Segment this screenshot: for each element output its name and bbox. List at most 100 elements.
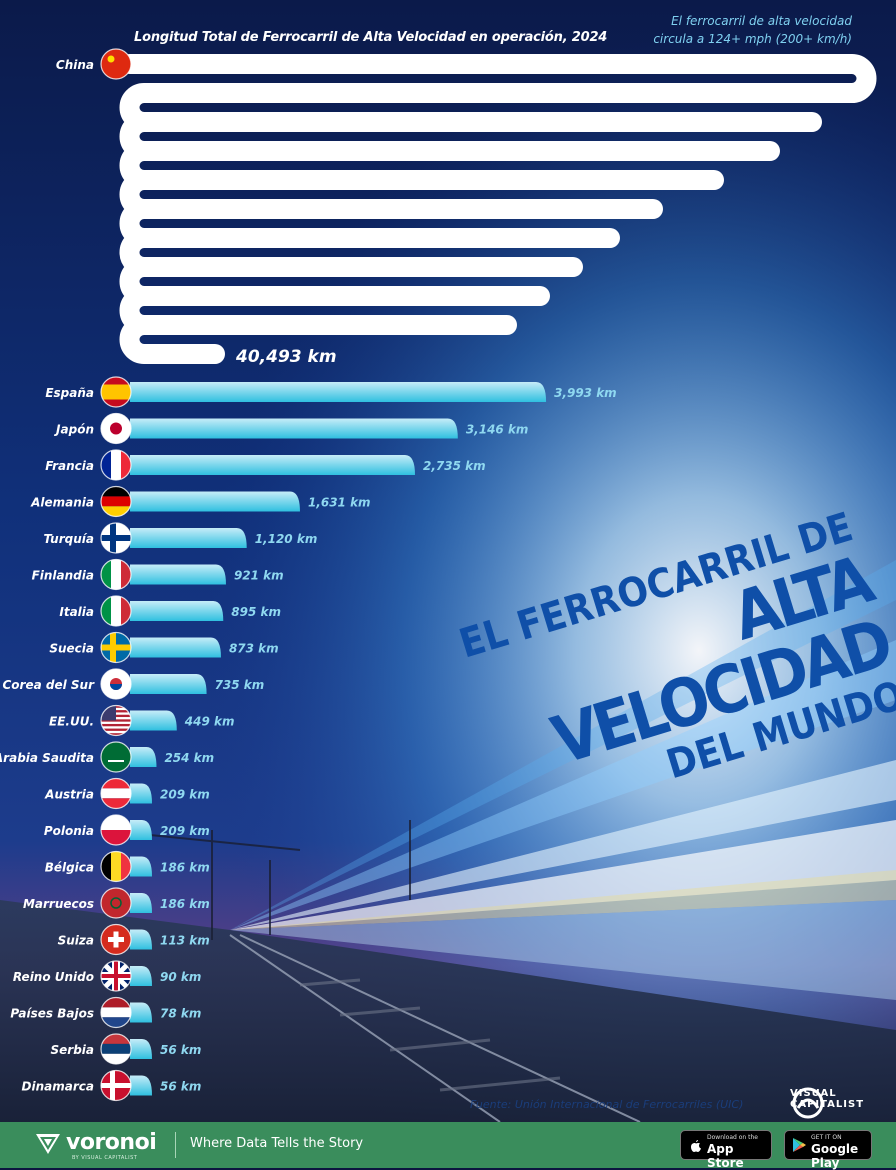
flag-ring-suiza (100, 923, 132, 956)
flag-icon-suecia (101, 632, 131, 663)
flag-ring-arabia-saudita (100, 741, 132, 773)
value-dinamarca: 56 km (160, 1080, 201, 1094)
value-finlandia: 921 km (234, 569, 284, 583)
value-austria: 209 km (160, 788, 210, 802)
flag-ring-polonia (100, 814, 132, 846)
flag-ring-belgica (100, 850, 132, 883)
label-dinamarca: Dinamarca (22, 1080, 94, 1094)
label-japon: Japón (54, 423, 94, 437)
value-espana: 3,993 km (554, 386, 617, 400)
label-serbia: Serbia (51, 1043, 95, 1057)
flag-ring-espana (100, 376, 132, 408)
flag-ring-italia (100, 595, 132, 627)
bar-suecia (130, 637, 221, 658)
bar-corea-del-sur (130, 674, 207, 694)
flag-ring-reino-unido (100, 960, 132, 992)
value-italia: 895 km (231, 605, 281, 619)
bar-ee-uu (130, 710, 177, 731)
value-serbia: 56 km (160, 1043, 201, 1057)
bar-japon (130, 418, 458, 439)
flag-ring-ee-uu (100, 704, 132, 737)
voronoi-brand-sub: BY VISUAL CAPITALIST (72, 1155, 138, 1161)
label-reino-unido: Reino Unido (13, 970, 94, 984)
flag-icon-austria (101, 778, 131, 809)
visual-capitalist-brand: VISUAL CAPITALIST (790, 1088, 864, 1110)
value-polonia: 209 km (160, 824, 210, 838)
label-suiza: Suiza (58, 934, 94, 948)
flag-icon-alemania (101, 486, 131, 517)
bar-polonia (130, 820, 152, 840)
flag-icon-marruecos (101, 888, 131, 918)
label-arabia-saudita: Arabia Saudita (0, 751, 94, 765)
label-ee-uu: EE.UU. (49, 715, 94, 729)
visual-capitalist-logo-icon (792, 1087, 824, 1119)
speed-note-line1: El ferrocarril de alta velocidad (671, 14, 852, 28)
flag-icon-polonia (101, 815, 131, 845)
flag-ring-finlandia (100, 558, 132, 591)
footer-divider (175, 1132, 176, 1158)
apple-icon (691, 1140, 701, 1152)
flag-ring-suecia (100, 631, 132, 664)
value-reino-unido: 90 km (160, 970, 201, 984)
bar-reino-unido (130, 966, 152, 986)
label-turquia: Turquía (44, 532, 94, 546)
google-play-label: Google Play (811, 1142, 859, 1170)
bar-espana (130, 382, 547, 402)
label-belgica: Bélgica (45, 861, 94, 875)
label-francia: Francia (45, 459, 94, 473)
flag-ring-paises-bajos (100, 996, 132, 1029)
flag-icon-turquia (101, 523, 131, 553)
bar-austria (130, 783, 152, 804)
footer-tagline: Where Data Tells the Story (190, 1136, 364, 1151)
bar-italia (130, 601, 224, 621)
bar-turquia (130, 528, 247, 548)
flag-ring-francia (100, 449, 132, 481)
flag-ring-corea-del-sur (100, 668, 132, 700)
value-marruecos: 186 km (160, 897, 210, 911)
voronoi-brand[interactable]: voronoi (66, 1130, 157, 1155)
value-suiza: 113 km (160, 934, 210, 948)
value-francia: 2,735 km (423, 459, 486, 473)
source-note: Fuente: Unión Internacional de Ferrocarr… (470, 1098, 744, 1111)
flag-ring-japon (100, 412, 132, 445)
bar-belgica (130, 856, 152, 877)
label-italia: Italia (59, 605, 94, 619)
label-marruecos: Marruecos (23, 897, 94, 911)
flag-ring-serbia (100, 1033, 132, 1065)
flag-ring-alemania (100, 485, 132, 518)
flag-icon-belgica (101, 851, 131, 882)
app-store-label: App Store (707, 1142, 744, 1170)
vc-brand-line1: VISUAL (790, 1088, 837, 1099)
app-store-button[interactable]: Download on the App Store (680, 1130, 772, 1170)
label-polonia: Polonia (44, 824, 94, 838)
speed-note: El ferrocarril de alta velocidad circula… (632, 12, 852, 48)
voronoi-logo-icon (36, 1134, 60, 1154)
flag-icon-serbia (101, 1034, 131, 1064)
value-japon: 3,146 km (466, 423, 529, 437)
google-play-button[interactable]: GET IT ON Google Play (784, 1130, 872, 1170)
label-paises-bajos: Países Bajos (10, 1007, 94, 1021)
flag-ring-china (100, 48, 132, 80)
flag-icon-suiza (101, 924, 131, 955)
label-finlandia: Finlandia (32, 569, 94, 583)
vc-brand-line2: CAPITALIST (790, 1099, 865, 1110)
label-espana: España (45, 386, 94, 400)
value-paises-bajos: 78 km (160, 1007, 201, 1021)
label-austria: Austria (44, 788, 94, 802)
bar-arabia-saudita (130, 747, 157, 767)
value-china: 40,493 km (235, 347, 337, 367)
flag-ring-marruecos (100, 887, 132, 919)
flag-icon-paises-bajos (101, 997, 131, 1028)
value-arabia-saudita: 254 km (164, 751, 214, 765)
flag-icon-japon (101, 413, 131, 444)
value-corea-del-sur: 735 km (215, 678, 265, 692)
label-china: China (56, 58, 94, 72)
flag-ring-turquia (100, 522, 132, 554)
bar-paises-bajos (130, 1002, 152, 1023)
flag-icon-ee-uu (101, 705, 131, 736)
flag-icon-china (101, 49, 131, 79)
label-alemania: Alemania (30, 496, 94, 510)
value-belgica: 186 km (160, 861, 210, 875)
chart-marks: China 40,493 km España 3,993 km Japón 3,146 k… (0, 48, 877, 1102)
bar-suiza (130, 929, 152, 950)
